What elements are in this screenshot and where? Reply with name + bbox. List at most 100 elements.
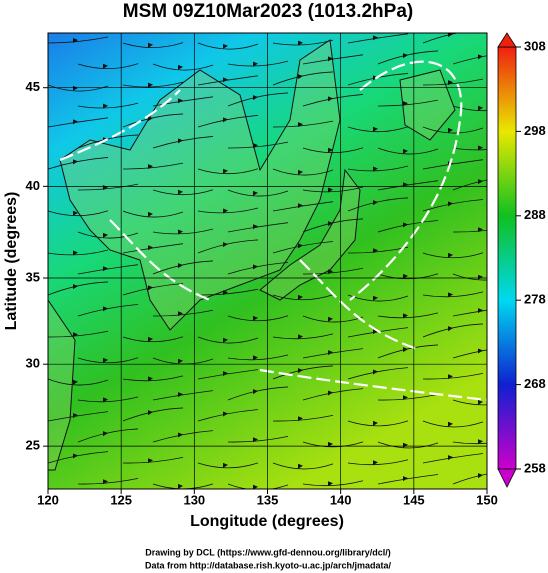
colorbar-tick-label: 268	[524, 376, 546, 391]
stream-arrow	[478, 348, 483, 354]
streamline	[347, 367, 409, 380]
stream-arrow	[178, 98, 183, 104]
stream-arrow	[298, 243, 303, 249]
stream-arrow	[328, 147, 333, 153]
streamline	[48, 210, 109, 217]
stream-arrow	[253, 143, 258, 149]
stream-arrow	[253, 484, 258, 489]
stream-arrow	[148, 458, 153, 464]
streamline	[272, 71, 334, 86]
stream-arrow	[448, 292, 453, 298]
stream-arrow	[103, 431, 108, 437]
streamline	[347, 33, 409, 44]
streamline	[152, 63, 214, 71]
streamline	[48, 36, 109, 44]
stream-arrow	[328, 269, 333, 275]
streamline	[377, 312, 439, 319]
stream-arrow	[298, 416, 303, 422]
streamline	[452, 349, 487, 359]
stream-arrow	[73, 284, 78, 290]
streamline	[122, 42, 184, 49]
stream-arrow	[328, 221, 333, 227]
streamline	[152, 189, 214, 196]
stream-arrow	[328, 481, 333, 487]
streamline	[302, 186, 364, 193]
footer-line: Drawing by DCL (https://www.gfd-dennou.o…	[145, 547, 391, 557]
streamline	[227, 189, 289, 197]
colorbar-tick-label: 308	[524, 38, 546, 53]
colorbar-tick-label: 298	[524, 123, 546, 138]
stream-arrow	[373, 166, 378, 172]
stream-arrow	[103, 357, 108, 363]
streamline	[302, 54, 364, 65]
stream-arrow	[103, 232, 108, 238]
stream-arrow	[223, 290, 228, 296]
streamline	[422, 126, 484, 134]
streamline	[197, 409, 259, 422]
streamline	[452, 309, 487, 317]
stream-arrow	[478, 54, 483, 60]
streamline	[77, 264, 139, 275]
streamline	[197, 239, 259, 254]
streamline	[302, 480, 364, 487]
streamline	[197, 168, 259, 175]
streamline	[272, 39, 334, 46]
streamline	[452, 105, 487, 112]
stream-arrow	[478, 227, 483, 233]
stream-arrow	[253, 355, 258, 361]
streamline	[227, 354, 289, 361]
streamline	[227, 222, 289, 233]
streamline	[227, 141, 289, 149]
streamline	[77, 134, 139, 149]
streamline	[452, 147, 487, 151]
stream-arrow	[103, 266, 108, 272]
stream-arrow	[253, 61, 258, 67]
stream-arrow	[328, 187, 333, 193]
stream-arrow	[298, 294, 303, 300]
stream-arrow	[178, 189, 183, 195]
streamline	[122, 456, 184, 464]
stream-arrow	[373, 200, 378, 206]
streamline	[197, 207, 259, 214]
stream-arrow	[403, 442, 408, 448]
streamline	[377, 147, 439, 155]
stream-arrow	[223, 371, 228, 377]
streamline	[272, 414, 334, 422]
streamline	[377, 441, 439, 449]
streamline	[377, 220, 439, 233]
stream-arrow	[403, 148, 408, 154]
streamline	[197, 336, 259, 344]
stream-arrow	[298, 122, 303, 128]
streamline	[377, 99, 439, 107]
streamline	[77, 231, 139, 239]
stream-arrow	[298, 40, 303, 46]
stream-arrow	[148, 116, 153, 122]
streamline	[77, 304, 139, 317]
stream-arrow	[223, 77, 228, 83]
streamline	[152, 390, 214, 401]
streamline	[272, 168, 334, 176]
stream-arrow	[103, 479, 108, 485]
streamline	[122, 113, 184, 128]
streamline	[272, 201, 334, 212]
stream-arrow	[328, 350, 333, 356]
streamline	[77, 396, 139, 403]
stream-arrow	[148, 42, 153, 48]
stream-arrow	[448, 252, 453, 258]
stream-arrow	[478, 439, 483, 445]
stream-arrow	[403, 313, 408, 319]
stream-arrow	[223, 208, 228, 214]
stream-arrow	[298, 334, 303, 340]
streamline	[302, 94, 364, 107]
streamline	[302, 267, 364, 275]
stream-arrow	[148, 285, 153, 291]
stream-arrow	[253, 95, 258, 101]
stream-arrow	[178, 64, 183, 70]
streamline	[422, 159, 484, 170]
streamline	[302, 441, 364, 448]
streamline	[48, 378, 109, 386]
x-axis-label: Longitude (degrees)	[190, 513, 344, 530]
stream-arrow	[298, 463, 303, 469]
stream-arrow	[253, 315, 258, 321]
streamline	[152, 260, 214, 275]
